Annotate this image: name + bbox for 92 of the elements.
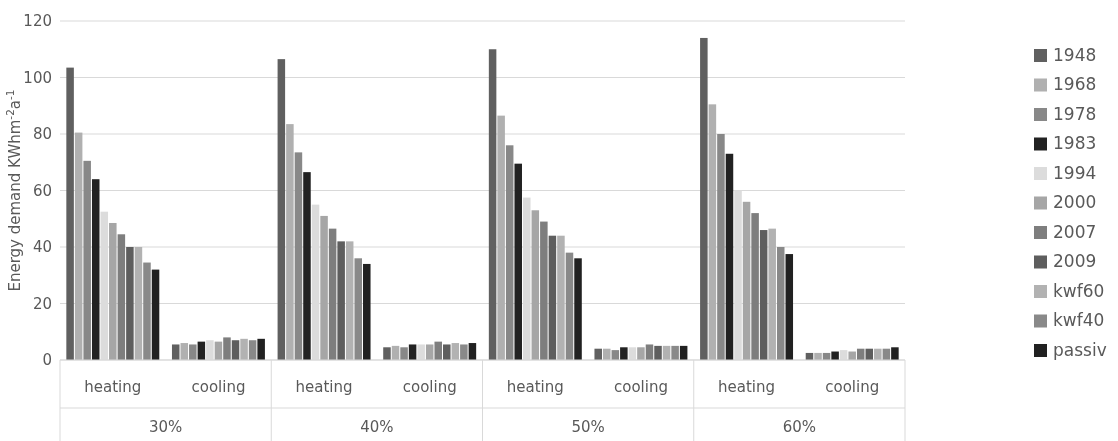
bar xyxy=(603,348,611,360)
bar xyxy=(891,347,899,360)
legend-label: 2009 xyxy=(1053,251,1097,272)
bar xyxy=(700,37,708,360)
bar xyxy=(488,49,497,360)
bar xyxy=(171,344,180,360)
bar xyxy=(785,254,794,360)
y-tick-label: 80 xyxy=(32,125,52,144)
y-tick-label: 20 xyxy=(32,294,52,313)
bar xyxy=(83,160,91,360)
x-tick-label: heating xyxy=(84,378,142,396)
bar xyxy=(645,344,654,360)
legend-label: 2007 xyxy=(1053,221,1097,242)
bar xyxy=(189,344,197,360)
bar xyxy=(531,210,540,360)
bar xyxy=(257,338,265,360)
legend-label: 1968 xyxy=(1053,74,1097,95)
legend-label: 1978 xyxy=(1053,103,1097,124)
x-tick-label: cooling xyxy=(613,378,668,396)
text: 40% xyxy=(360,418,394,436)
bar xyxy=(109,222,117,360)
bar xyxy=(425,344,434,360)
bar xyxy=(460,344,468,360)
text: 30% xyxy=(148,418,183,436)
legend-label: passiv xyxy=(1053,339,1107,360)
bar xyxy=(565,252,574,360)
bar xyxy=(303,172,311,360)
x-tick-label: cooling xyxy=(402,378,457,396)
bar xyxy=(383,347,391,360)
bar xyxy=(654,345,662,360)
bar xyxy=(66,67,74,360)
bar xyxy=(117,234,126,360)
bar xyxy=(548,235,557,360)
bar xyxy=(143,262,151,360)
bar xyxy=(505,145,514,360)
bar xyxy=(671,345,679,360)
legend-label: 1983 xyxy=(1053,133,1097,154)
bar xyxy=(151,269,160,360)
bar xyxy=(637,347,645,360)
bar xyxy=(134,247,143,360)
bar xyxy=(91,179,100,360)
bar xyxy=(776,247,785,360)
bar xyxy=(557,235,565,360)
legend-label: kwf60 xyxy=(1053,280,1105,301)
bar xyxy=(594,348,602,360)
bar xyxy=(574,258,582,360)
bar xyxy=(717,134,725,360)
y-tick-label: 0 xyxy=(42,351,52,370)
bar xyxy=(240,338,248,360)
x-tick-label: heating xyxy=(295,378,353,396)
legend-label: 1948 xyxy=(1053,44,1097,65)
bar xyxy=(328,228,337,360)
bar xyxy=(345,241,354,360)
bar xyxy=(443,344,451,360)
bar xyxy=(354,258,362,360)
x-tick-label: heating xyxy=(506,378,564,396)
legend-label: 2000 xyxy=(1053,192,1097,213)
y-tick-label: 40 xyxy=(32,238,52,257)
bar xyxy=(223,337,231,360)
y-tick-label: 60 xyxy=(32,181,52,200)
bar xyxy=(708,104,717,360)
text: 50% xyxy=(571,418,605,436)
bar xyxy=(408,344,417,360)
x-tick-label: heating xyxy=(718,378,776,396)
y-tick-label: 120 xyxy=(23,12,52,31)
bar xyxy=(294,152,303,360)
bar xyxy=(286,124,294,360)
bar xyxy=(874,348,882,360)
bar xyxy=(400,347,408,360)
x-tick-label: cooling xyxy=(825,378,880,396)
bar xyxy=(74,132,83,360)
y-tick-label: 100 xyxy=(23,68,52,87)
x-tick-label: cooling xyxy=(191,378,246,396)
bar xyxy=(514,163,522,360)
bar xyxy=(759,230,768,360)
bar xyxy=(363,263,371,360)
bar xyxy=(337,241,345,360)
bar xyxy=(320,215,328,360)
text: 60% xyxy=(782,418,817,436)
bar xyxy=(497,115,505,360)
legend-label: kwf40 xyxy=(1053,310,1105,331)
bar xyxy=(277,59,286,360)
bar xyxy=(814,352,822,360)
bar xyxy=(751,213,759,360)
bar xyxy=(768,228,776,360)
legend-label: 1994 xyxy=(1053,162,1097,183)
bar xyxy=(742,201,751,360)
bar xyxy=(126,247,134,360)
bar xyxy=(620,347,628,360)
bar xyxy=(725,153,734,360)
bar xyxy=(434,341,442,360)
bar xyxy=(540,221,548,360)
